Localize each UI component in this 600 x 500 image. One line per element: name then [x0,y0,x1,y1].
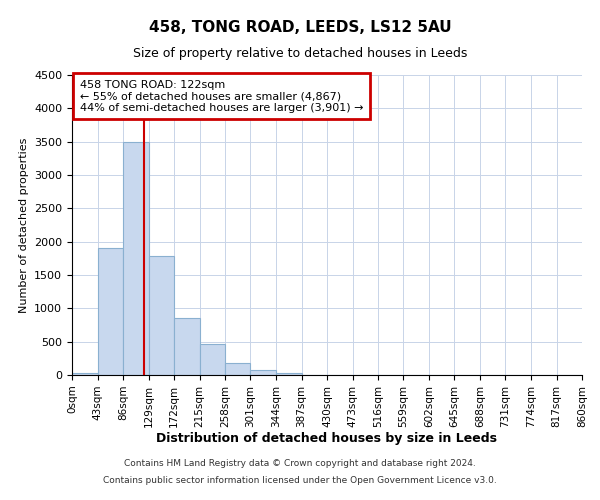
Text: Size of property relative to detached houses in Leeds: Size of property relative to detached ho… [133,48,467,60]
Bar [251,370,276,375]
Bar [174,318,199,375]
Y-axis label: Number of detached properties: Number of detached properties [19,138,29,312]
Text: Contains public sector information licensed under the Open Government Licence v3: Contains public sector information licen… [103,476,497,485]
Bar [225,364,251,375]
Text: 458, TONG ROAD, LEEDS, LS12 5AU: 458, TONG ROAD, LEEDS, LS12 5AU [149,20,451,35]
Text: 458 TONG ROAD: 122sqm
← 55% of detached houses are smaller (4,867)
44% of semi-d: 458 TONG ROAD: 122sqm ← 55% of detached … [80,80,363,112]
X-axis label: Distribution of detached houses by size in Leeds: Distribution of detached houses by size … [157,432,497,446]
Bar [149,256,174,375]
Bar [97,248,123,375]
Bar [276,373,302,375]
Bar [123,142,149,375]
Bar [72,373,97,375]
Text: Contains HM Land Registry data © Crown copyright and database right 2024.: Contains HM Land Registry data © Crown c… [124,458,476,468]
Bar [199,344,225,375]
